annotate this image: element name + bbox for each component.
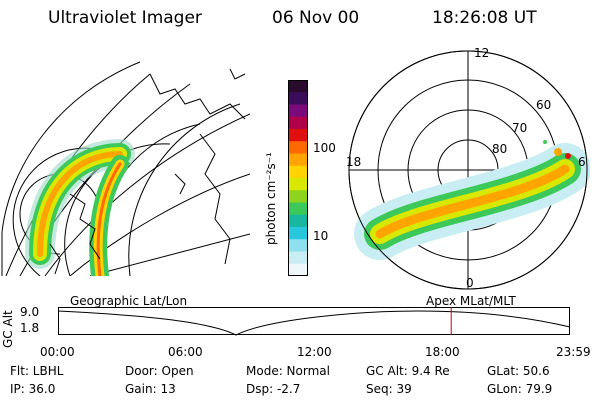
colorbar-swatch: [288, 251, 308, 265]
x-tick-0600: 06:00: [168, 345, 203, 359]
status-seq: Seq: 39: [366, 382, 412, 396]
colorbar-swatch: [288, 178, 308, 191]
mlt-label-0: 0: [466, 276, 474, 290]
status-dsp: Dsp: -2.7: [246, 382, 301, 396]
status-glon: GLon: 79.9: [487, 382, 553, 396]
lat-label-80: 80: [492, 142, 508, 156]
colorbar-swatch: [288, 263, 308, 277]
colorbar-swatch: [288, 239, 308, 252]
mlt-label-12: 12: [474, 46, 490, 60]
colorbar-swatch: [288, 190, 308, 203]
geographic-caption: Geographic Lat/Lon: [70, 294, 188, 308]
status-gain: Gain: 13: [125, 382, 176, 396]
colorbar-swatch: [288, 129, 308, 142]
time-label: 18:26:08 UT: [432, 8, 537, 28]
colorbar-swatch: [288, 92, 308, 105]
status-mode: Mode: Normal: [246, 364, 330, 378]
colorbar-tick-10: 10: [313, 229, 329, 243]
colorbar-swatch: [288, 202, 308, 216]
status-ip: IP: 36.0: [10, 382, 56, 396]
instrument-title: Ultraviolet Imager: [48, 8, 202, 28]
colorbar-swatch: [288, 214, 308, 228]
colorbar-swatch: [288, 141, 308, 154]
x-tick-1800: 18:00: [425, 345, 460, 359]
colorbar-swatch: [288, 116, 308, 130]
alt-tick-low: 1.8: [20, 321, 40, 335]
status-gcalt: GC Alt: 9.4 Re: [366, 364, 450, 378]
lat-label-70: 70: [512, 121, 528, 135]
colorbar-swatch: [288, 227, 308, 240]
x-tick-2359: 23:59: [556, 345, 591, 359]
colorbar-swatch: [288, 104, 308, 118]
lat-label-60: 60: [536, 98, 552, 112]
mlt-label-6: 6: [578, 155, 586, 169]
colorbar-gradient: [288, 80, 308, 277]
geographic-map: [1, 61, 250, 276]
colorbar: [288, 80, 308, 277]
alt-axis-label: GC Alt: [1, 310, 15, 348]
mlt-label-18: 18: [346, 155, 362, 169]
alt-plot: [58, 307, 571, 336]
x-tick-0000: 00:00: [40, 345, 75, 359]
status-door: Door: Open: [125, 364, 194, 378]
alt-tick-high: 9.0: [20, 305, 40, 319]
colorbar-tick-100: 100: [313, 141, 336, 155]
colorbar-swatch: [288, 80, 308, 93]
date-label: 06 Nov 00: [272, 8, 360, 28]
apex-caption: Apex MLat/MLT: [426, 294, 516, 308]
colorbar-unit-label: photon cm⁻²s⁻¹: [264, 152, 278, 245]
colorbar-swatch: [288, 153, 308, 167]
polar-map: [348, 50, 590, 290]
status-glat: GLat: 50.6: [487, 364, 550, 378]
colorbar-swatch: [288, 165, 308, 179]
x-tick-1200: 12:00: [297, 345, 332, 359]
status-flt: Flt: LBHL: [10, 364, 64, 378]
